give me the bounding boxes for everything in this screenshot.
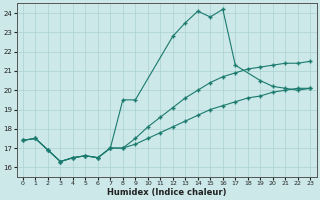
X-axis label: Humidex (Indice chaleur): Humidex (Indice chaleur): [107, 188, 226, 197]
